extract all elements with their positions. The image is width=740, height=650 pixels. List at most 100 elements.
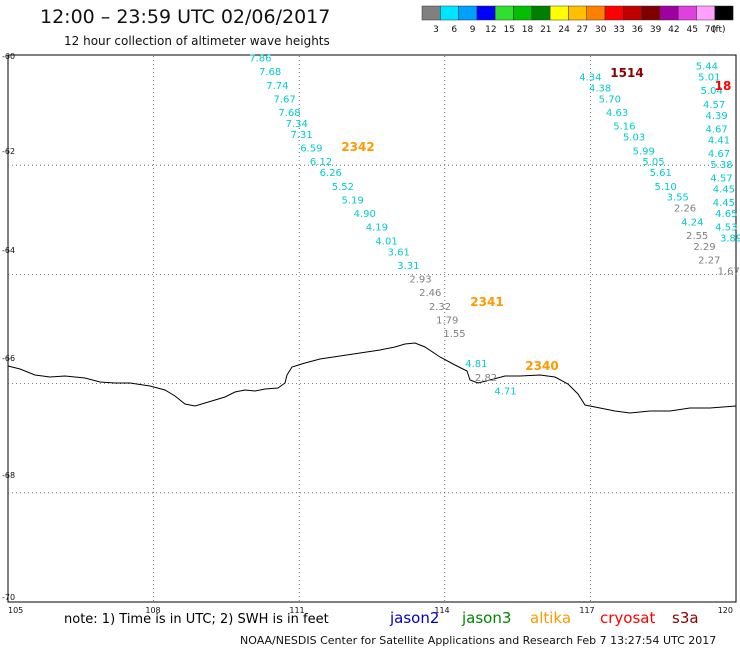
wave-height-value: 5.38 — [710, 160, 732, 171]
wave-height-value: 4.39 — [705, 111, 727, 122]
wave-height-value: 7.68 — [278, 108, 300, 119]
wave-height-value: 4.53 — [715, 223, 737, 234]
lat-label: -62 — [2, 147, 15, 156]
legend-label: 45 — [686, 25, 697, 35]
axis-labels: -60 -62 -64 -66 -68 -70 105 108 111 114 117 120 — [2, 52, 733, 615]
wave-height-value: 5.01 — [698, 73, 720, 84]
wave-height-value: 2.55 — [686, 231, 708, 242]
wave-readings: 7.867.687.747.677.687.347.316.596.126.26… — [249, 53, 740, 397]
legend-swatch — [641, 5, 661, 21]
wave-height-value: 3.89 — [720, 234, 740, 245]
wave-height-value: 5.16 — [613, 122, 635, 133]
pass-number-label: 18 — [715, 79, 732, 93]
wave-height-value: 6.26 — [320, 168, 342, 179]
wave-height-value: 4.90 — [354, 209, 376, 220]
wave-height-value: 7.68 — [259, 67, 281, 78]
wave-height-value: 5.70 — [599, 94, 621, 105]
pass-number-label: 2341 — [470, 295, 503, 309]
satellite-legend-jason2: jason2 — [390, 609, 440, 627]
wave-height-value: 7.74 — [266, 81, 288, 92]
lon-label: 108 — [145, 606, 160, 615]
legend-label: 21 — [540, 25, 551, 35]
legend-swatch — [476, 5, 496, 21]
wave-height-value: 4.67 — [708, 149, 730, 160]
wave-height-value: 2.29 — [693, 242, 715, 253]
wave-height-value: 2.26 — [674, 204, 696, 215]
legend-label: 15 — [503, 25, 514, 35]
footer-credit: NOAA/NESDIS Center for Satellite Applica… — [240, 634, 717, 647]
legend-swatch — [531, 5, 551, 21]
lat-label: -64 — [2, 246, 15, 255]
satellite-legend-s3a: s3a — [672, 609, 699, 627]
pass-number-label: 2342 — [341, 140, 374, 154]
legend-label: 33 — [613, 25, 624, 35]
pass-number-label: 1514 — [610, 66, 643, 80]
wave-height-value: 6.12 — [310, 157, 332, 168]
lon-label: 117 — [579, 606, 594, 615]
wave-height-value: 3.61 — [388, 247, 410, 258]
wave-height-value: 4.71 — [494, 387, 516, 398]
map-subtitle: 12 hour collection of altimeter wave hei… — [64, 34, 330, 48]
wave-height-value: 2.93 — [409, 275, 431, 286]
wave-height-value: 5.10 — [654, 182, 676, 193]
wave-height-value: 5.99 — [633, 146, 655, 157]
legend-swatch — [714, 5, 734, 21]
lon-label: 105 — [8, 606, 23, 615]
legend-swatch — [659, 5, 679, 21]
satellite-legend-jason3: jason3 — [462, 609, 512, 627]
wave-height-value: 3.55 — [667, 193, 689, 204]
legend-label: 70 — [705, 25, 717, 35]
wave-height-value: 2.27 — [698, 255, 720, 266]
legend-swatch — [440, 5, 459, 21]
wave-height-value: 4.34 — [579, 73, 601, 84]
legend-label: 12 — [485, 25, 496, 35]
legend-label: 39 — [650, 25, 662, 35]
legend-label: 9 — [470, 25, 476, 35]
legend-swatch — [494, 5, 514, 21]
legend-unit: (ft) — [712, 25, 726, 35]
legend-swatch — [586, 5, 606, 21]
lat-label: -60 — [2, 52, 15, 61]
legend-label: 18 — [522, 25, 534, 35]
legend-swatch — [513, 5, 533, 21]
wave-height-value: 5.44 — [696, 62, 718, 73]
wave-height-value: 5.05 — [642, 157, 664, 168]
satellite-legend-cryosat: cryosat — [600, 609, 656, 627]
satellite-legend-altika: altika — [530, 609, 572, 627]
wave-height-value: 4.63 — [606, 108, 628, 119]
wave-height-value: 4.19 — [366, 223, 388, 234]
wave-height-value: 6.59 — [300, 144, 322, 155]
wave-height-value: 2.82 — [475, 373, 497, 384]
wave-height-value: 7.34 — [286, 119, 308, 130]
lat-label: -70 — [2, 593, 15, 602]
wave-height-value: 5.03 — [623, 133, 645, 144]
lon-label: 114 — [434, 606, 449, 615]
wave-height-value: 4.24 — [681, 217, 703, 228]
legend-label: 6 — [451, 25, 457, 35]
lat-lon-grid — [8, 56, 736, 601]
lat-label: -68 — [2, 471, 15, 480]
wave-height-value: 4.45 — [713, 198, 735, 209]
legend-label: 3 — [433, 25, 439, 35]
wave-height-value: 2.46 — [419, 288, 441, 299]
wave-height-value: 1.79 — [436, 316, 458, 327]
legend-swatch — [458, 5, 478, 21]
wave-height-value: 4.41 — [708, 135, 730, 146]
legend-label: 30 — [595, 25, 607, 35]
legend-label: 24 — [558, 25, 570, 35]
legend-swatch — [623, 5, 642, 21]
wave-height-value: 4.38 — [589, 83, 611, 94]
wave-height-value: 7.86 — [249, 53, 271, 64]
units-note: note: 1) Time is in UTC; 2) SWH is in fe… — [64, 612, 329, 627]
legend-label: 42 — [668, 25, 679, 35]
wave-height-value: 4.45 — [713, 185, 735, 196]
map-frame — [7, 54, 737, 603]
wave-height-value: 2.32 — [429, 302, 451, 313]
legend-swatch — [568, 5, 587, 21]
wave-height-value: 5.61 — [650, 168, 672, 179]
pass-labels: 2342 2341 2340 1514 18 — [341, 66, 731, 373]
lat-label: -66 — [2, 354, 15, 363]
lon-label: 111 — [289, 606, 304, 615]
legend-label: 36 — [632, 25, 644, 35]
